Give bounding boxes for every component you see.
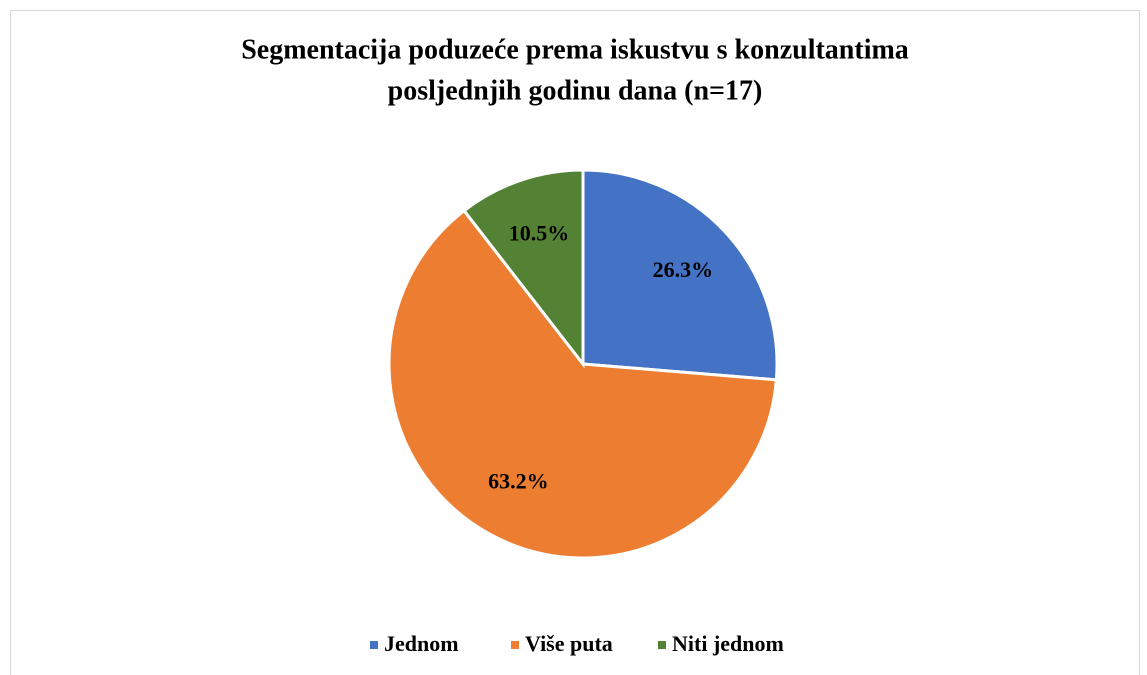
legend-label: Niti jednom — [672, 631, 784, 656]
legend-label: Jednom — [384, 631, 459, 656]
chart-title: Segmentacija poduzeće prema iskustvu s k… — [241, 34, 909, 65]
legend-label: Više puta — [525, 631, 613, 656]
pie-slice — [387, 208, 778, 560]
data-label: 10.5% — [509, 221, 570, 246]
legend-swatch — [370, 641, 378, 649]
chart-title: posljednjih godinu dana (n=17) — [388, 75, 763, 106]
pie-slice — [461, 168, 585, 369]
data-label: 26.3% — [653, 257, 714, 282]
pie-slice — [581, 168, 779, 382]
legend-swatch — [658, 641, 666, 649]
legend-swatch — [511, 641, 519, 649]
data-label: 63.2% — [488, 468, 549, 493]
